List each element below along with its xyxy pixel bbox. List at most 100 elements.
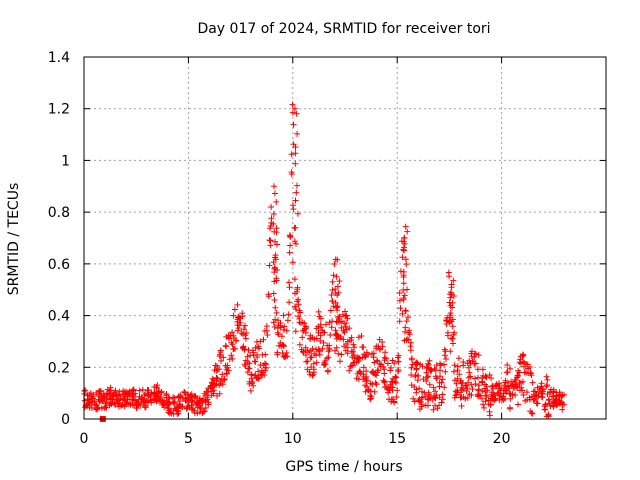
- data-point: [288, 171, 295, 178]
- data-point: [123, 388, 130, 395]
- data-point: [181, 389, 188, 396]
- x-tick-label: 5: [184, 431, 193, 447]
- data-point: [381, 366, 388, 373]
- data-point: [374, 367, 381, 374]
- data-point: [140, 397, 147, 404]
- data-point: [530, 388, 537, 395]
- data-point: [430, 406, 437, 413]
- data-point: [320, 339, 327, 346]
- data-point: [273, 275, 280, 282]
- data-point: [296, 341, 303, 348]
- data-point: [230, 312, 237, 319]
- data-point: [538, 393, 545, 400]
- data-point: [204, 394, 211, 401]
- data-point: [315, 308, 322, 315]
- data-point: [290, 141, 297, 148]
- data-point: [400, 272, 407, 279]
- data-point: [154, 382, 161, 389]
- data-point: [363, 368, 370, 375]
- y-tick-label: 1.2: [48, 102, 70, 118]
- data-point: [133, 405, 140, 411]
- data-point: [512, 376, 518, 383]
- data-point: [460, 386, 466, 392]
- x-axis-label: GPS time / hours: [285, 459, 402, 475]
- data-point: [265, 291, 272, 298]
- data-point: [381, 379, 388, 386]
- data-point: [321, 329, 328, 336]
- data-point: [285, 311, 292, 318]
- data-point: [464, 395, 471, 401]
- data-point: [322, 358, 329, 364]
- data-point: [293, 306, 299, 313]
- data-point: [176, 401, 183, 408]
- data-point: [93, 390, 100, 396]
- data-point: [292, 150, 299, 157]
- data-point: [160, 400, 167, 407]
- data-point: [176, 398, 183, 405]
- data-point: [503, 369, 510, 376]
- data-point: [217, 351, 223, 358]
- data-point: [310, 360, 317, 367]
- data-point: [290, 206, 297, 213]
- data-point: [222, 342, 229, 349]
- data-point: [342, 323, 349, 330]
- y-tick-label: 0.2: [48, 360, 70, 376]
- data-point: [144, 387, 151, 394]
- data-point: [432, 388, 439, 395]
- data-point: [456, 389, 463, 396]
- data-point: [335, 350, 342, 357]
- x-tick-label: 20: [493, 431, 511, 447]
- data-point: [519, 353, 526, 360]
- data-point: [400, 280, 407, 287]
- data-point: [270, 319, 277, 326]
- y-tick-label: 1.4: [48, 50, 70, 66]
- data-point: [545, 411, 552, 418]
- data-point: [346, 325, 353, 332]
- data-point: [395, 352, 402, 359]
- data-point: [500, 393, 506, 400]
- data-point: [547, 388, 554, 395]
- data-point: [385, 389, 392, 396]
- data-point: [525, 365, 532, 372]
- data-point: [479, 388, 486, 394]
- data-point: [170, 394, 177, 401]
- data-point: [108, 401, 115, 408]
- data-point: [504, 362, 511, 368]
- data-point: [456, 371, 463, 378]
- data-point: [373, 381, 380, 388]
- data-point: [436, 379, 443, 386]
- data-point: [328, 292, 335, 298]
- data-point: [271, 264, 278, 271]
- data-point: [436, 394, 443, 401]
- axis-ticks: 0 5 10 15 20 0 0.2 0.4 0.6 0.8 1 1.2 1.4: [48, 50, 606, 447]
- data-point: [457, 394, 464, 401]
- data-point: [317, 337, 324, 344]
- data-point: [346, 367, 353, 374]
- data-point: [260, 336, 267, 343]
- data-point: [451, 394, 458, 401]
- data-point: [449, 323, 456, 330]
- data-point: [216, 390, 223, 397]
- data-point: [273, 225, 280, 232]
- data-point: [289, 259, 296, 266]
- data-point: [437, 367, 443, 374]
- data-point: [319, 345, 326, 352]
- data-point: [331, 261, 338, 267]
- data-point: [283, 327, 290, 334]
- data-point: [369, 369, 375, 376]
- data-point: [271, 228, 278, 235]
- data-point: [472, 381, 479, 387]
- data-point: [374, 357, 380, 364]
- chart-title: Day 017 of 2024, SRMTID for receiver tor…: [197, 21, 490, 37]
- data-point: [307, 354, 314, 361]
- data-point: [479, 366, 486, 373]
- data-point: [86, 391, 93, 398]
- data-point: [313, 335, 320, 342]
- data-point: [474, 391, 481, 398]
- data-point: [437, 362, 444, 369]
- data-point: [275, 331, 282, 338]
- data-point: [252, 344, 259, 351]
- data-point: [299, 334, 306, 341]
- data-point: [165, 401, 172, 408]
- data-point: [261, 360, 268, 367]
